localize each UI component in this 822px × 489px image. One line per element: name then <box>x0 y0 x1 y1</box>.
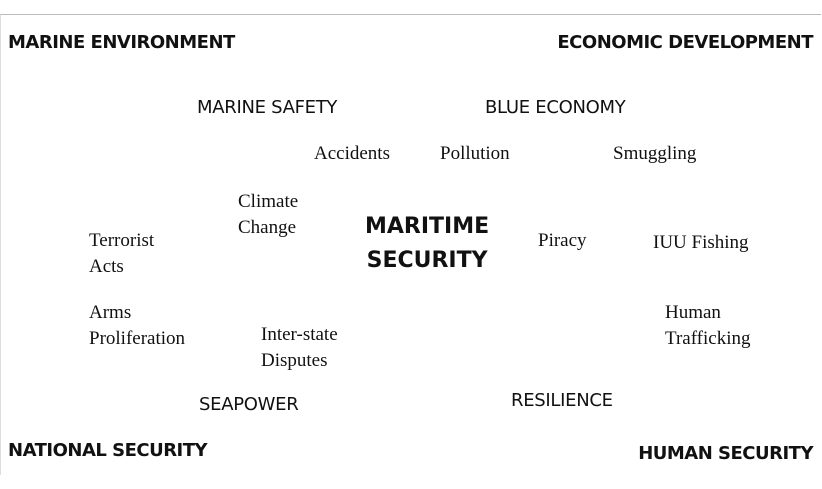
issue-line: Pollution <box>440 143 510 164</box>
issue-line: Climate <box>238 191 299 212</box>
issue-line: Trafficking <box>665 328 751 350</box>
issue-line: Acts <box>89 256 124 278</box>
concept-label: RESILIENCE <box>511 390 613 411</box>
corner-label: MARINE ENVIRONMENT <box>8 32 235 53</box>
issue: Climate Change <box>238 189 298 241</box>
concept-label: MARINE SAFETY <box>197 97 338 118</box>
issue-line: Arms <box>89 302 132 323</box>
issue-line: Piracy <box>538 230 587 251</box>
concept-label: SEAPOWER <box>199 394 299 415</box>
center-label: MARITIME SECURITY <box>365 210 489 278</box>
issue-line: Disputes <box>261 350 328 372</box>
issue-line: Change <box>238 217 297 239</box>
issue: Terrorist Acts <box>89 228 154 280</box>
issue: Human Trafficking <box>665 300 751 352</box>
center-line: MARITIME <box>365 214 490 239</box>
issue-line: Human <box>665 302 721 323</box>
issue: Accidents <box>314 141 390 167</box>
diagram: MARINE ENVIRONMENT ECONOMIC DEVELOPMENT … <box>0 14 821 475</box>
corner-label: ECONOMIC DEVELOPMENT <box>557 32 813 53</box>
issue-line: Inter-state <box>261 324 338 345</box>
issue: Piracy <box>538 228 587 254</box>
issue-line: Accidents <box>314 143 390 164</box>
concept-label: BLUE ECONOMY <box>485 97 626 118</box>
issue: Pollution <box>440 141 510 167</box>
center-line: SECURITY <box>366 248 488 274</box>
issue: IUU Fishing <box>653 230 749 256</box>
issue-line: Terrorist <box>89 230 155 251</box>
corner-label: NATIONAL SECURITY <box>8 440 208 461</box>
corner-label: HUMAN SECURITY <box>638 443 813 464</box>
issue-line: Proliferation <box>89 328 186 350</box>
issue: Smuggling <box>613 141 696 167</box>
issue: Inter-state Disputes <box>261 322 338 374</box>
issue-line: Smuggling <box>613 143 697 164</box>
issue: Arms Proliferation <box>89 300 185 352</box>
issue-line: IUU Fishing <box>653 232 749 253</box>
